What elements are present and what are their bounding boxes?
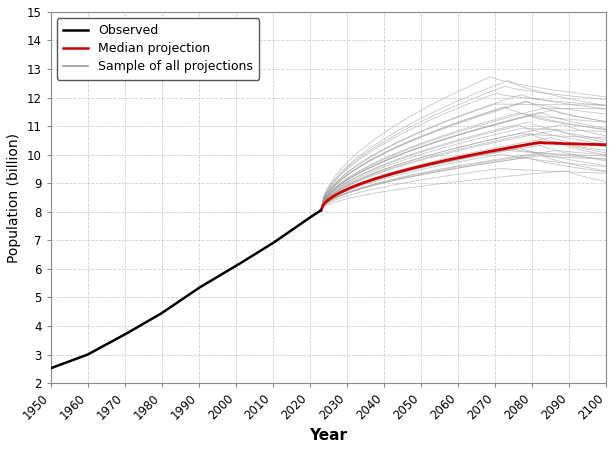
Legend: Observed, Median projection, Sample of all projections: Observed, Median projection, Sample of a…	[57, 18, 259, 80]
Y-axis label: Population (billion): Population (billion)	[7, 133, 21, 262]
X-axis label: Year: Year	[310, 428, 348, 443]
